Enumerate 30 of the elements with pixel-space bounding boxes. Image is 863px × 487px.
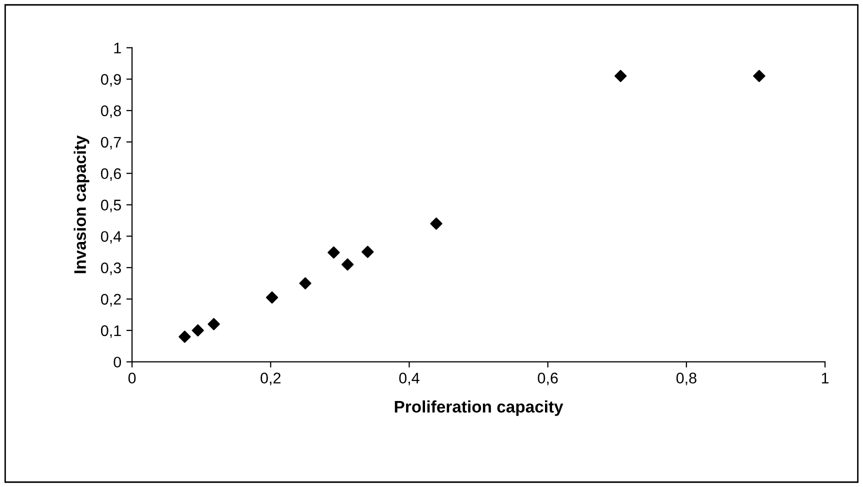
y-tick-label: 0 (114, 356, 122, 368)
y-tick-label: 0,6 (100, 168, 121, 181)
point (614, 70, 627, 82)
x-tick-label: 0,2 (260, 372, 280, 386)
point (362, 246, 374, 258)
point (299, 277, 312, 290)
y-tick-label: 0,9 (100, 74, 121, 87)
x-tick-label: 0,6 (538, 372, 558, 386)
x-tick-label: 0 (128, 372, 136, 384)
y-tick-label: 0,3 (100, 262, 121, 276)
point (266, 291, 278, 304)
point (328, 246, 340, 259)
point (192, 324, 204, 337)
point (430, 218, 442, 230)
x-axis-title: Proliferation capacity (394, 400, 564, 416)
y-tick-label: 0,4 (100, 231, 122, 244)
x-tick-label: 0,4 (399, 372, 420, 386)
y-tick-label: 1 (114, 42, 121, 54)
y-axis-title: Invasion capacity (74, 135, 90, 274)
point (753, 70, 766, 82)
y-tick-label: 0,2 (100, 294, 121, 307)
x-tick-label: 1 (822, 372, 829, 384)
y-tick-label: 0,1 (100, 325, 121, 338)
point (178, 330, 191, 343)
y-tick-label: 0,8 (100, 105, 121, 118)
point (341, 258, 354, 271)
point (208, 318, 220, 330)
y-tick-label: 0,7 (100, 136, 121, 150)
y-tick-label: 0,5 (100, 200, 121, 212)
x-tick-label: 0,8 (676, 372, 696, 386)
